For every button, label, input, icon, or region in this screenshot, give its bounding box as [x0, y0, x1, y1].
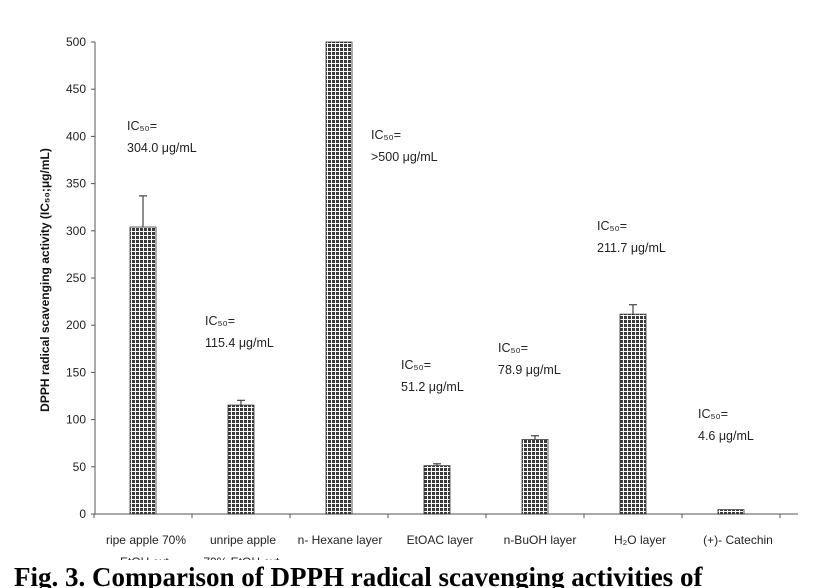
figure-caption: Fig. 3. Comparison of DPPH radical scave…: [14, 562, 703, 588]
dpph-bar-chart: 0 50 100 150 200 250 300 350 400 450 500 ripe appl…: [38, 35, 798, 560]
ic50-annotation: 51.2 μg/mL: [401, 380, 464, 394]
ic50-annotation: IC₅₀=: [498, 341, 528, 355]
ic50-annotation: >500 μg/mL: [371, 150, 438, 164]
bar: [717, 509, 745, 515]
y-tick-label: 200: [66, 318, 86, 332]
category-labels: ripe apple 70% EtOH ext. unripe apple 70% E…: [106, 533, 773, 560]
category-label: unripe apple: [210, 533, 276, 547]
y-axis-label: DPPH radical scavenging activity (IC₅₀;μ…: [38, 148, 52, 412]
ic50-annotation: IC₅₀=: [127, 119, 157, 133]
ic50-annotation: IC₅₀=: [597, 219, 627, 233]
bar: [227, 404, 255, 515]
y-tick-label: 250: [66, 271, 86, 285]
y-tick-label: 300: [66, 224, 86, 238]
y-tick-label: 450: [66, 82, 86, 96]
ic50-annotation: 78.9 μg/mL: [498, 363, 561, 377]
category-label: n-BuOH layer: [504, 533, 577, 547]
bar: [129, 226, 157, 515]
y-tick-label: 350: [66, 177, 86, 191]
bar: [325, 41, 353, 515]
ic50-annotation: IC₅₀=: [698, 407, 728, 421]
bar: [619, 313, 647, 515]
y-tick-label: 400: [66, 129, 86, 143]
y-tick-label: 100: [66, 413, 86, 427]
bar: [423, 465, 451, 515]
category-label: 70% EtOH ext.: [203, 555, 282, 560]
y-tick-label: 0: [79, 507, 86, 521]
category-label: n- Hexane layer: [298, 533, 383, 547]
category-label: (+)- Catechin: [703, 533, 773, 547]
ic50-annotation: IC₅₀=: [401, 358, 431, 372]
bar: [521, 439, 549, 515]
ic50-annotation: 211.7 μg/mL: [597, 241, 666, 255]
y-tick-label: 150: [66, 365, 86, 379]
axes: 0 50 100 150 200 250 300 350 400 450 500: [66, 35, 798, 521]
ic50-annotation: IC₅₀=: [371, 128, 401, 142]
category-label: H₂O layer: [614, 533, 666, 547]
ic50-annotation: 115.4 μg/mL: [205, 336, 274, 350]
category-label: EtOAC layer: [407, 533, 474, 547]
y-tick-label: 50: [73, 460, 87, 474]
y-tick-label: 500: [66, 35, 86, 49]
ic50-annotation: IC₅₀=: [205, 314, 235, 328]
category-label: ripe apple 70%: [106, 533, 186, 547]
ic50-annotation: 304.0 μg/mL: [127, 141, 197, 155]
category-label: EtOH ext.: [120, 555, 172, 560]
bars: [129, 41, 745, 515]
ic50-annotations: IC₅₀= 304.0 μg/mL IC₅₀= 115.4 μg/mL IC₅₀= >50…: [127, 119, 754, 443]
ic50-annotation: 4.6 μg/mL: [698, 429, 754, 443]
error-bars: [139, 195, 637, 466]
